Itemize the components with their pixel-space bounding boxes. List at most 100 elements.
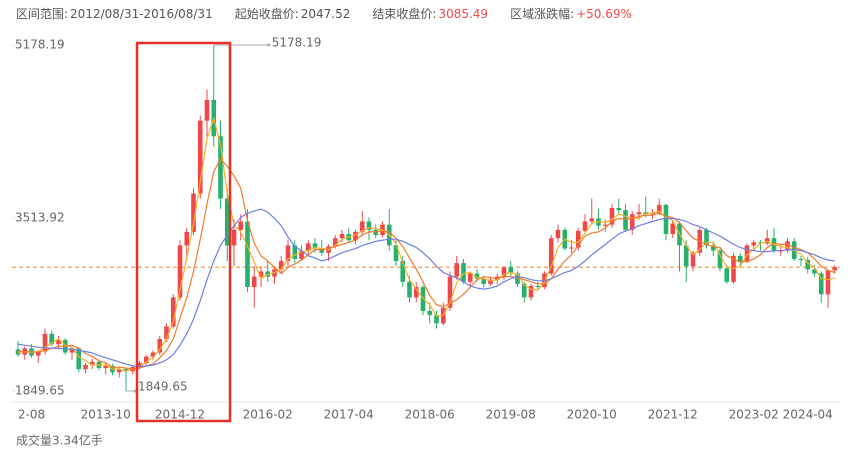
candle-body	[427, 310, 433, 316]
header-label: 区域涨跌幅:	[510, 7, 575, 21]
candle-body	[292, 245, 298, 259]
moving-average-line	[17, 116, 835, 372]
candle-body	[535, 285, 541, 288]
selection-box[interactable]	[135, 41, 232, 423]
candle-body	[548, 238, 554, 274]
candle-body	[521, 283, 527, 298]
candle-body	[164, 326, 169, 339]
candle-body	[312, 243, 318, 249]
header-value: 2047.52	[300, 7, 351, 21]
header-label: 区间范围:	[16, 7, 69, 21]
candle-body	[83, 364, 88, 370]
candle-body	[197, 120, 203, 194]
candle-body	[42, 333, 48, 352]
candle-body	[231, 229, 237, 246]
candle-body	[602, 224, 608, 226]
candle-body	[751, 242, 757, 246]
candle-body	[353, 231, 358, 241]
candle-body	[251, 276, 257, 288]
candle-body	[258, 271, 264, 277]
candle-body	[704, 229, 709, 246]
candle-body	[656, 204, 662, 214]
candle-body	[555, 229, 561, 239]
candle-body	[582, 221, 588, 231]
candle-body	[825, 270, 831, 295]
candle-body	[690, 252, 696, 267]
candle-body	[332, 238, 338, 247]
x-tick-label: 2019-08	[486, 408, 536, 422]
candle-body	[609, 208, 615, 225]
header-label: 起始收盘价:	[234, 7, 299, 21]
annotation-dot	[267, 43, 271, 47]
candle-body	[204, 99, 210, 121]
header-value: +50.69%	[576, 7, 632, 21]
candle-body	[683, 245, 689, 267]
candle-body	[184, 231, 190, 246]
candle-body	[737, 255, 743, 263]
candle-body	[832, 267, 838, 271]
candle-body	[589, 218, 595, 222]
annotation-label: 1849.65	[138, 380, 188, 394]
candle-body	[339, 233, 345, 239]
candle-body	[238, 221, 244, 230]
candle-body	[724, 268, 730, 282]
candle-body	[69, 348, 75, 353]
header-item: 区间范围: 2012/08/31-2016/08/31	[16, 5, 213, 22]
candle-body	[528, 285, 534, 298]
x-tick-label: 2014-12	[155, 408, 205, 422]
x-tick-label: 2016-02	[243, 408, 293, 422]
moving-average-line	[17, 208, 835, 368]
candle-body	[501, 267, 507, 277]
candle-body	[413, 287, 419, 298]
candle-body	[285, 245, 291, 262]
candle-body	[299, 250, 304, 259]
candle-body	[56, 340, 61, 345]
candle-body	[481, 278, 487, 284]
x-tick-label: 2017-04	[324, 408, 374, 422]
y-tick-label: 1849.65	[15, 384, 65, 398]
y-tick-label: 3513.92	[15, 211, 65, 225]
candle-body	[812, 269, 817, 274]
header-item: 起始收盘价: 2047.52	[235, 5, 351, 22]
candle-body	[508, 267, 514, 274]
annotation-label: 5178.19	[272, 36, 322, 50]
candle-body	[575, 230, 581, 248]
candle-body	[319, 248, 325, 253]
x-tick-label: 2021-12	[648, 408, 698, 422]
candle-body	[744, 245, 750, 263]
candle-body	[150, 352, 156, 357]
candle-body	[49, 333, 55, 345]
candle-body	[636, 212, 642, 215]
candle-body	[454, 263, 460, 277]
candle-body	[461, 263, 466, 282]
volume-label: 成交量3.34亿手	[16, 433, 103, 448]
y-tick-label: 5178.19	[15, 38, 65, 52]
x-tick-label: 2024-04	[783, 408, 833, 422]
candle-body	[488, 279, 493, 284]
candle-body	[116, 369, 122, 373]
candle-body	[393, 245, 399, 262]
x-tick-label: 2-08	[18, 408, 45, 422]
candle-body	[434, 315, 439, 324]
header-item: 结束收盘价: 3085.49	[372, 5, 488, 22]
candle-body	[474, 273, 480, 279]
x-tick-label: 2013-10	[81, 408, 131, 422]
x-tick-label: 2020-10	[567, 408, 617, 422]
candle-body	[798, 258, 804, 260]
candle-body	[224, 198, 230, 246]
x-tick-label: 2023-02	[729, 408, 779, 422]
header-value: 2012/08/31-2016/08/31	[70, 7, 213, 21]
candle-body	[143, 356, 149, 363]
candle-body	[157, 338, 163, 353]
candle-body	[366, 221, 372, 230]
candle-body	[515, 273, 520, 284]
candle-body	[569, 247, 574, 249]
candle-body	[805, 259, 811, 270]
header: 区间范围: 2012/08/31-2016/08/31 起始收盘价: 2047.52 结…	[16, 5, 632, 22]
x-tick-label: 2018-06	[405, 408, 455, 422]
candle-body	[278, 261, 284, 270]
candle-body	[170, 297, 176, 327]
candle-body	[818, 273, 824, 295]
